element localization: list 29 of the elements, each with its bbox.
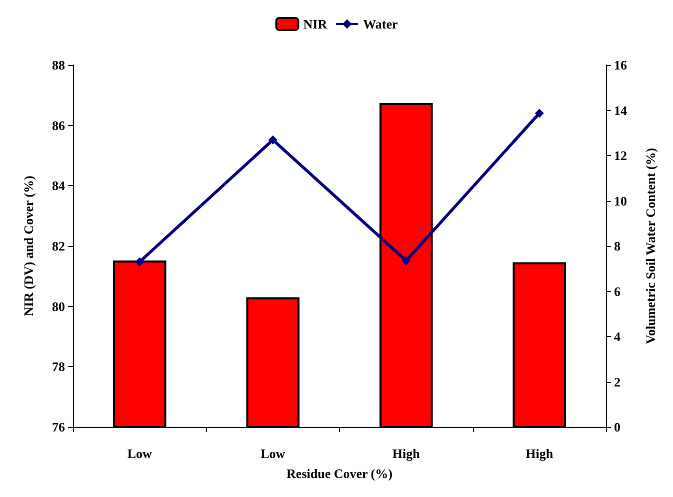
y2-tick-label: 12 [614,148,627,163]
y2-tick-label: 16 [614,58,628,72]
y2-tick-label: 14 [614,102,628,118]
x-axis-title: Residue Cover (%) [286,466,392,481]
point [268,135,278,144]
point [534,108,544,118]
point [135,257,144,266]
point [402,256,411,266]
y-tick-label: 78 [52,359,66,374]
y2-tick-label: 8 [614,238,621,254]
y-tick-label: 76 [52,420,66,434]
y2-axis-title: Volumetric Soil Water Content (%) [643,148,658,344]
y2-tick-label: 0 [614,420,620,434]
y2-tick-label: 6 [614,284,621,299]
x-tick-label: Low [260,446,286,461]
y-tick-label: 82 [52,238,65,254]
legend-label: NIR [303,16,328,32]
y-tick-label: 86 [52,118,66,133]
y2-tick-label: 2 [614,374,620,390]
x-tick-label: High [392,446,421,461]
legend-label: Water [363,16,398,32]
y-axis-title: NIR (DV) and Cover (%) [21,176,36,316]
x-tick-label: High [526,446,554,461]
y2-tick-label: 4 [614,329,621,344]
y-tick-label: 88 [52,58,66,72]
y2-tick-label: 10 [614,193,627,208]
y-tick-label: 84 [52,178,66,194]
y-tick-label: 80 [52,298,65,314]
x-tick-label: Low [127,446,153,461]
